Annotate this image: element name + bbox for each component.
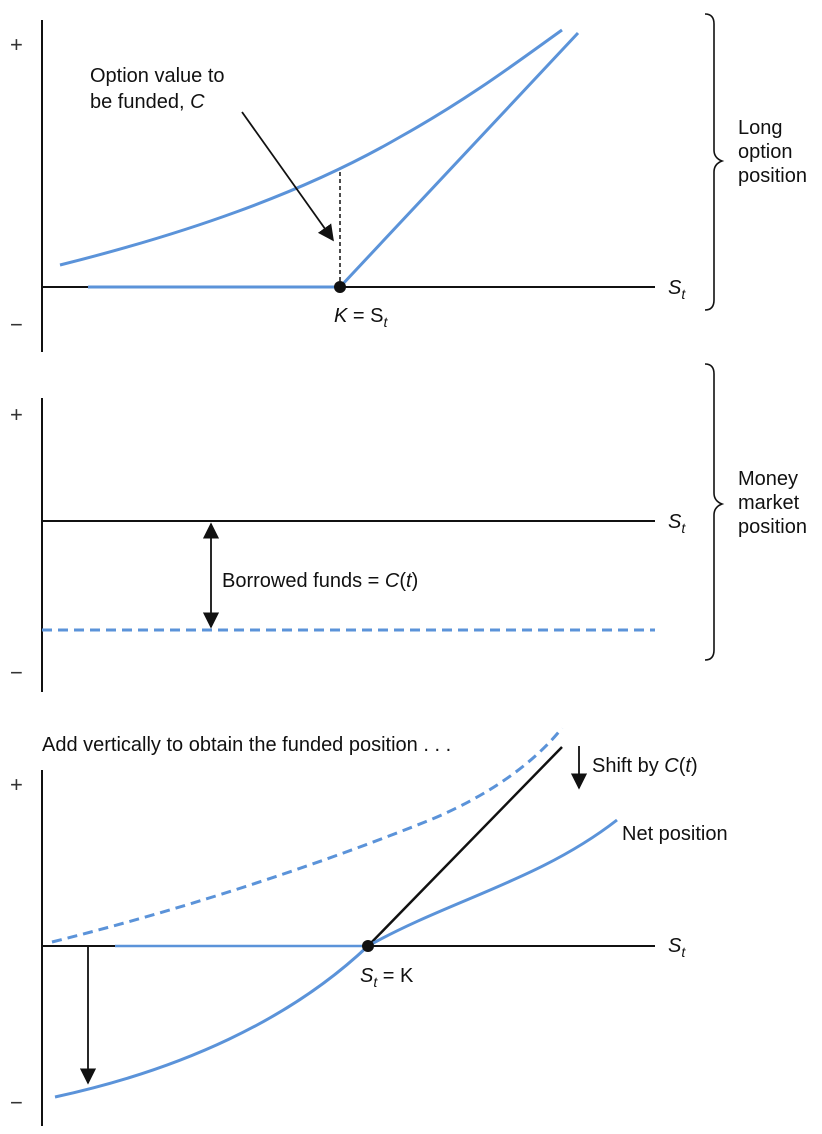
strike-label-bottom: St = K [360,965,414,990]
net-position-curve [54,818,618,1099]
money-market-label: Money market position [738,468,807,538]
funded-payoff-line [367,746,563,947]
callout-line-1: Option value to [90,65,225,87]
funded-position-panel: Add vertically to obtain the funded posi… [10,727,728,1126]
mid-axis-label: St [668,511,686,536]
strike-label-top: K = St [334,305,388,330]
funded-caption: Add vertically to obtain the funded posi… [42,734,451,756]
long-option-brace [704,13,725,311]
money-market-panel: + − Borrowed funds = C(t) St Money marke… [10,363,807,692]
funded-option-value-curve [51,727,564,944]
net-position-label: Net position [622,823,728,845]
strike-point-bottom [362,940,374,952]
long-option-label: Long option position [738,117,807,187]
bot-minus-sign: − [10,1090,23,1115]
money-market-brace [704,363,725,661]
top-plus-sign: + [10,32,23,57]
mid-plus-sign: + [10,402,23,427]
top-axis-label: St [668,277,686,302]
strike-point-top [334,281,346,293]
bot-axis-label: St [668,935,686,960]
option-value-curve [59,28,563,267]
callout-arrow [241,111,334,242]
bot-plus-sign: + [10,772,23,797]
mid-minus-sign: − [10,660,23,685]
shift-label: Shift by C(t) [592,755,698,777]
borrowed-funds-label: Borrowed funds = C(t) [222,570,418,592]
top-minus-sign: − [10,312,23,337]
callout-line-2: be funded, C [90,91,205,113]
long-option-panel: + − Option value to be funded, C K = St … [10,13,807,352]
